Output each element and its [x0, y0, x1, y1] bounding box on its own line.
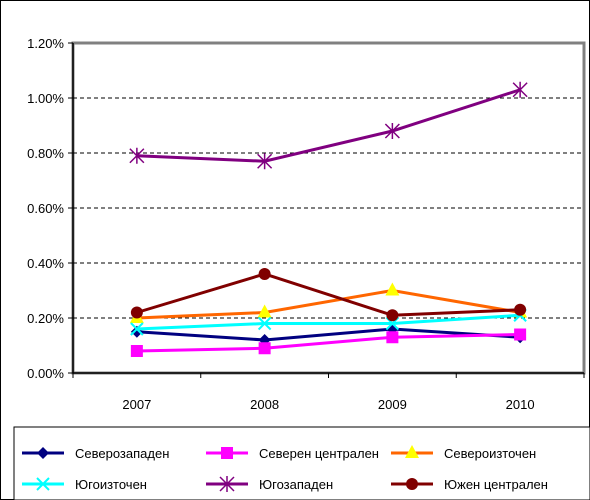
series-line [136, 272, 521, 317]
marker-circle [258, 268, 271, 280]
x-tick-label: 2008 [250, 397, 279, 412]
data-point [514, 328, 527, 341]
legend-label: Северен централен [259, 446, 379, 461]
series-line [136, 88, 521, 163]
series-line [136, 288, 521, 320]
data-point [257, 153, 273, 170]
data-point [129, 147, 145, 164]
data-point [512, 81, 528, 98]
marker-circle [386, 309, 399, 322]
x-tick-label: 2007 [122, 397, 151, 412]
data-point [386, 309, 399, 322]
legend-swatch-marker [219, 476, 235, 492]
marker-diamond [37, 447, 49, 459]
data-point [384, 123, 400, 139]
series-line [136, 333, 521, 353]
data-point [130, 345, 143, 357]
data-point [385, 282, 400, 296]
data-point [130, 306, 143, 319]
legend-item: Югозападен [206, 476, 333, 492]
marker-asterisk [129, 147, 145, 164]
data-point [258, 268, 271, 280]
marker-square [258, 342, 271, 355]
legend-item: Североизточен [391, 445, 536, 461]
data-point [130, 322, 144, 336]
legend-label: Югоизточен [75, 477, 147, 492]
marker-circle [130, 306, 143, 319]
legend-item: Южен централен [391, 477, 548, 492]
legend-item: Северозападен [22, 446, 169, 461]
marker-asterisk [512, 81, 528, 98]
y-tick-label: 0.40% [27, 256, 64, 271]
legend-swatch-marker [221, 447, 233, 459]
marker-triangle [257, 304, 272, 318]
marker-triangle [385, 282, 400, 296]
data-point [258, 342, 271, 355]
legend-label: Североизточен [444, 446, 536, 461]
legend-swatch-marker [406, 478, 418, 490]
marker-square [130, 345, 143, 357]
marker-asterisk [257, 153, 273, 170]
marker-asterisk [384, 123, 400, 139]
marker-asterisk [219, 476, 235, 492]
y-tick-label: 1.20% [27, 36, 64, 51]
marker-square [514, 328, 527, 341]
marker-triangle [405, 445, 419, 458]
legend-label: Югозападен [259, 477, 333, 492]
series-group [129, 81, 528, 357]
legend-swatch-marker [37, 447, 49, 459]
data-point [257, 304, 272, 318]
legend-item: Югоизточен [22, 477, 147, 492]
axes: 0.00% 0.20% 0.40% 0.60% 0.80% 1.00% 1.20% 2007 2… [27, 36, 585, 412]
legend-box [13, 426, 590, 500]
marker-x [257, 316, 272, 331]
y-tick-label: 0.20% [27, 311, 64, 326]
legend: Северозападен Северен централен Североизто… [22, 445, 548, 492]
x-tick-label: 2009 [378, 397, 407, 412]
legend-label: Северозападен [75, 446, 169, 461]
marker-x [36, 477, 50, 491]
y-tick-label: 0.80% [27, 146, 64, 161]
y-tick-label: 1.00% [27, 91, 64, 106]
marker-x [130, 322, 144, 336]
series-line [136, 327, 521, 342]
data-point [514, 303, 527, 316]
data-point [257, 316, 272, 331]
series-2 [130, 328, 527, 357]
marker-square [221, 447, 233, 459]
marker-circle [514, 303, 527, 316]
y-tick-label: 0.60% [27, 201, 64, 216]
legend-item: Северен централен [206, 446, 379, 461]
legend-swatch-marker [405, 445, 419, 458]
series-line [136, 313, 521, 331]
data-point [386, 331, 399, 344]
series-6 [130, 268, 527, 322]
legend-label: Южен централен [444, 477, 548, 492]
marker-circle [406, 478, 418, 490]
series-5 [129, 81, 528, 170]
legend-swatch-marker [36, 477, 50, 491]
y-tick-label: 0.00% [27, 366, 64, 381]
marker-square [386, 331, 399, 344]
x-tick-label: 2010 [506, 397, 535, 412]
